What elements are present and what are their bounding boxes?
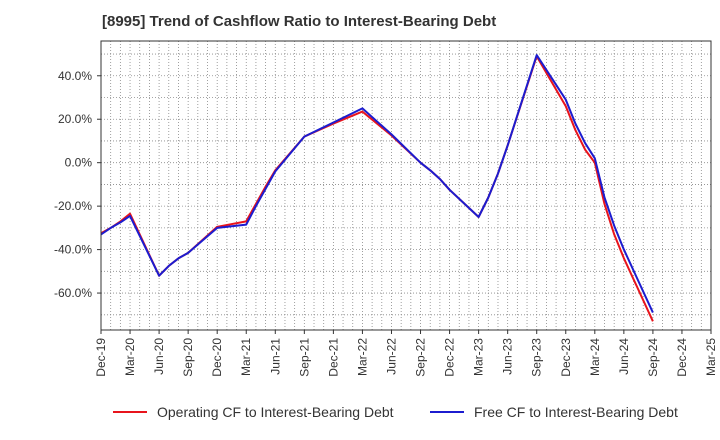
- x-tick-label: Dec-19: [94, 338, 108, 377]
- x-tick-label: Sep-20: [181, 338, 195, 377]
- legend-swatch-operating-cf: [113, 411, 147, 413]
- x-tick-label: Jun-21: [268, 338, 282, 375]
- legend-item-free-cf: Free CF to Interest-Bearing Debt: [430, 404, 678, 420]
- x-axis: Dec-19 Mar-20 Jun-20 Sep-20 Dec-20 Mar-21 Jun-…: [94, 330, 718, 377]
- x-tick-label: Mar-21: [239, 338, 253, 376]
- x-tick-label: Mar-25: [704, 338, 718, 376]
- x-tick-label: Sep-21: [297, 338, 311, 377]
- y-tick-label: -20.0%: [54, 199, 92, 213]
- x-tick-label: Mar-22: [355, 338, 369, 376]
- x-tick-label: Mar-24: [588, 338, 602, 376]
- x-tick-label: Dec-24: [675, 338, 689, 377]
- x-tick-label: Jun-20: [152, 338, 166, 375]
- legend-item-operating-cf: Operating CF to Interest-Bearing Debt: [113, 404, 394, 420]
- legend-label-operating-cf: Operating CF to Interest-Bearing Debt: [157, 404, 394, 420]
- series-line-operating-cf: [100, 55, 654, 322]
- y-axis: 40.0% 20.0% 0.0% -20.0% -40.0% -60.0%: [54, 69, 101, 300]
- x-tick-label: Jun-23: [501, 338, 515, 375]
- y-tick-label: -40.0%: [54, 243, 92, 257]
- x-tick-label: Sep-22: [414, 338, 428, 377]
- x-tick-label: Sep-24: [646, 338, 660, 377]
- x-tick-label: Sep-23: [530, 338, 544, 377]
- series-lines: [100, 54, 654, 322]
- legend-swatch-free-cf: [430, 411, 464, 413]
- x-tick-label: Dec-21: [326, 338, 340, 377]
- x-tick-label: Dec-23: [559, 338, 573, 377]
- series-line-free-cf: [100, 54, 654, 314]
- x-tick-label: Mar-23: [472, 338, 486, 376]
- y-tick-label: 0.0%: [65, 156, 93, 170]
- x-tick-label: Mar-20: [123, 338, 137, 376]
- y-tick-label: 20.0%: [58, 112, 92, 126]
- y-tick-label: -60.0%: [54, 286, 92, 300]
- y-tick-label: 40.0%: [58, 69, 92, 83]
- grid: [101, 41, 711, 330]
- x-tick-label: Jun-22: [384, 338, 398, 375]
- legend-label-free-cf: Free CF to Interest-Bearing Debt: [474, 404, 678, 420]
- x-tick-label: Dec-22: [443, 338, 457, 377]
- chart-title: [8995] Trend of Cashflow Ratio to Intere…: [102, 13, 497, 30]
- x-tick-label: Jun-24: [617, 338, 631, 375]
- plot-frame: [100, 40, 712, 331]
- x-tick-label: Dec-20: [210, 338, 224, 377]
